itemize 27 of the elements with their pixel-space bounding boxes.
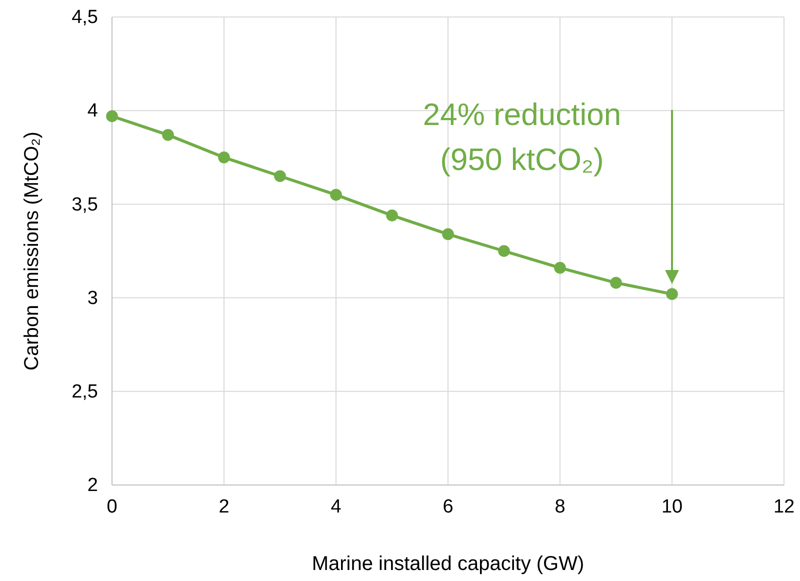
y-tick-label: 2,5 — [72, 381, 98, 402]
annotation: 24% reduction (950 ktCO₂) — [422, 97, 622, 177]
x-tick-label: 2 — [218, 496, 230, 518]
y-tick-label: 4,5 — [72, 7, 98, 28]
point — [218, 151, 230, 164]
y-axis-title: Carbon emissions (MtCO₂) — [21, 132, 43, 370]
point — [274, 170, 286, 182]
point — [498, 245, 510, 257]
y-tick-label: 3,5 — [72, 194, 98, 216]
point — [666, 288, 678, 300]
point — [162, 129, 174, 141]
x-tick-label: 0 — [106, 496, 118, 518]
point — [386, 210, 398, 222]
point — [442, 228, 454, 240]
x-tick-label: 8 — [554, 496, 566, 518]
y-tick-label: 4 — [87, 100, 98, 122]
x-tick-label: 10 — [661, 496, 683, 518]
point — [610, 276, 622, 289]
y-tick-label: 3 — [87, 288, 98, 309]
point — [330, 188, 342, 201]
point — [554, 262, 566, 274]
x-tick-label: 6 — [442, 496, 454, 518]
x-axis-title: Marine installed capacity (GW) — [312, 553, 584, 575]
x-tick-label: 4 — [330, 496, 342, 518]
point — [106, 110, 118, 122]
y-tick-label: 2 — [87, 475, 98, 496]
x-tick-label: 12 — [773, 496, 795, 518]
